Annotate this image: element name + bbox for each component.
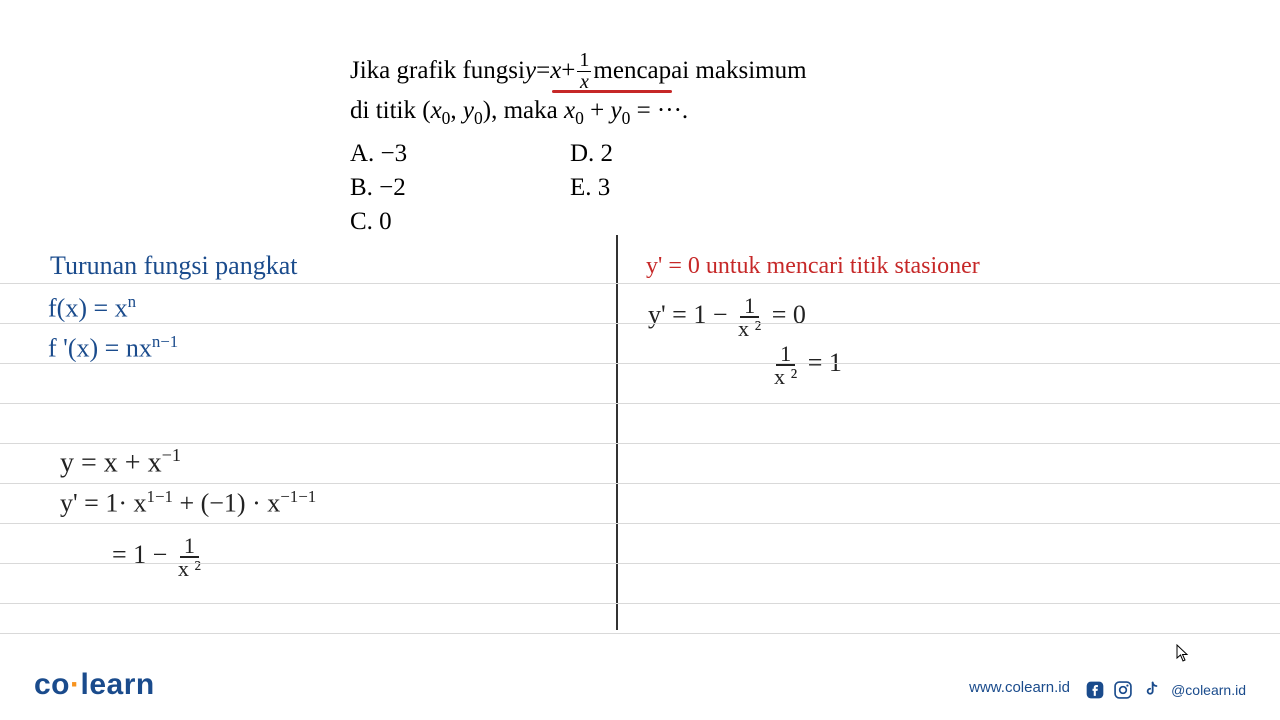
l2-b: ), maka xyxy=(483,97,564,124)
lf-pre: f(x) = x xyxy=(48,294,128,323)
l2-y0s: 0 xyxy=(474,108,483,128)
lfp-pre: f '(x) = nx xyxy=(48,334,152,363)
q-eq: = xyxy=(536,53,550,89)
option-d: D. 2 xyxy=(570,137,613,171)
ruled-line xyxy=(0,523,1280,524)
question-block: Jika grafik fungsi y = x + 1 x mencapai … xyxy=(350,50,970,239)
brand-logo: co·learn xyxy=(34,668,155,702)
logo-dot-icon: · xyxy=(70,668,81,701)
r1n: 1 xyxy=(740,295,759,318)
ruled-line xyxy=(0,483,1280,484)
l2-a: di titik ( xyxy=(350,97,431,124)
r1d: x ² xyxy=(734,318,765,339)
ly1e: −1 xyxy=(162,445,181,465)
l2-y0: y xyxy=(463,97,474,124)
instagram-icon xyxy=(1113,680,1133,700)
q-fraction: 1 x xyxy=(577,50,591,93)
option-e: E. 3 xyxy=(570,171,613,205)
ruled-line xyxy=(0,443,1280,444)
ruled-line xyxy=(0,363,1280,364)
q-suffix: mencapai maksimum xyxy=(593,53,806,89)
facebook-icon xyxy=(1085,680,1105,700)
right-eq-2: 1 x ² = 1 xyxy=(770,343,842,387)
ly2a: y' = 1· x xyxy=(60,489,147,518)
right-eq-1: y' = 1 − 1 x ² = 0 xyxy=(648,295,806,339)
question-line-1: Jika grafik fungsi y = x + 1 x mencapai … xyxy=(350,50,970,93)
rt-post: untuk mencari titik stasioner xyxy=(700,253,980,279)
ly3a: = 1 − xyxy=(112,540,174,569)
left-y: y = x + x−1 xyxy=(60,445,181,479)
ruled-line xyxy=(0,323,1280,324)
r1-frac: 1 x ² xyxy=(734,295,765,339)
question-line-2: di titik (x0, y0), maka x0 + y0 = ···. xyxy=(350,93,970,131)
l2-plus: + xyxy=(584,97,611,124)
ruled-line xyxy=(0,403,1280,404)
ruled-line xyxy=(0,603,1280,604)
frac-num: 1 xyxy=(577,50,591,72)
q-plus: + xyxy=(561,53,575,89)
l2-x02: x xyxy=(564,97,575,124)
l2-y02: y xyxy=(610,97,621,124)
l2-x02s: 0 xyxy=(575,108,584,128)
ly3d: x ² xyxy=(174,558,205,579)
logo-co: co xyxy=(34,668,70,701)
website-url: www.colearn.id xyxy=(969,679,1070,696)
mouse-cursor-icon xyxy=(1176,644,1190,662)
q-y: y xyxy=(525,53,536,89)
lf-exp: n xyxy=(128,292,136,311)
q-x: x xyxy=(550,53,561,89)
ly3-frac: 1 x ² xyxy=(174,535,205,579)
ruled-line xyxy=(0,563,1280,564)
r2d: x ² xyxy=(770,366,801,387)
left-yprime-expand: y' = 1· x1−1 + (−1) · x−1−1 xyxy=(60,487,316,519)
l2-dots: = ···. xyxy=(630,97,688,124)
footer: co·learn www.colearn.id @colearn.id xyxy=(0,662,1280,702)
center-divider xyxy=(616,235,618,630)
r1a: y' = 1 − xyxy=(648,300,734,329)
left-fprime: f '(x) = nxn−1 xyxy=(48,332,178,364)
option-b: B. −2 xyxy=(350,171,570,205)
r2-frac: 1 x ² xyxy=(770,343,801,387)
ly2e1: 1−1 xyxy=(147,487,173,506)
left-f: f(x) = xn xyxy=(48,292,136,324)
rt-pre: y' = 0 xyxy=(646,253,700,279)
l2-comma: , xyxy=(450,97,463,124)
option-a: A. −3 xyxy=(350,137,570,171)
left-yprime-simplified: = 1 − 1 x ² xyxy=(112,535,205,579)
ruled-line xyxy=(0,633,1280,634)
r1b: = 0 xyxy=(772,300,806,329)
logo-learn: learn xyxy=(81,668,155,701)
option-c: C. 0 xyxy=(350,205,570,239)
tiktok-icon xyxy=(1141,680,1161,700)
ly2e2: −1−1 xyxy=(280,487,316,506)
ruled-line xyxy=(0,283,1280,284)
social-handle: @colearn.id xyxy=(1171,682,1246,698)
options-col-1: A. −3 B. −2 C. 0 xyxy=(350,137,570,238)
options-col-2: D. 2 E. 3 xyxy=(570,137,613,238)
social-icons: @colearn.id xyxy=(1085,680,1246,700)
left-title: Turunan fungsi pangkat xyxy=(50,251,297,281)
lfp-exp: n−1 xyxy=(152,332,178,351)
ly2b: + (−1) · x xyxy=(173,489,280,518)
right-title: y' = 0 untuk mencari titik stasioner xyxy=(646,253,980,280)
left-title-text: Turunan fungsi pangkat xyxy=(50,251,297,280)
notebook-area: Turunan fungsi pangkat f(x) = xn f '(x) … xyxy=(0,235,1280,635)
red-underline xyxy=(552,90,672,93)
l2-x0: x xyxy=(431,97,442,124)
options: A. −3 B. −2 C. 0 D. 2 E. 3 xyxy=(350,137,970,238)
ly3n: 1 xyxy=(180,535,199,558)
ly1: y = x + x xyxy=(60,447,162,478)
q-prefix: Jika grafik fungsi xyxy=(350,53,525,89)
